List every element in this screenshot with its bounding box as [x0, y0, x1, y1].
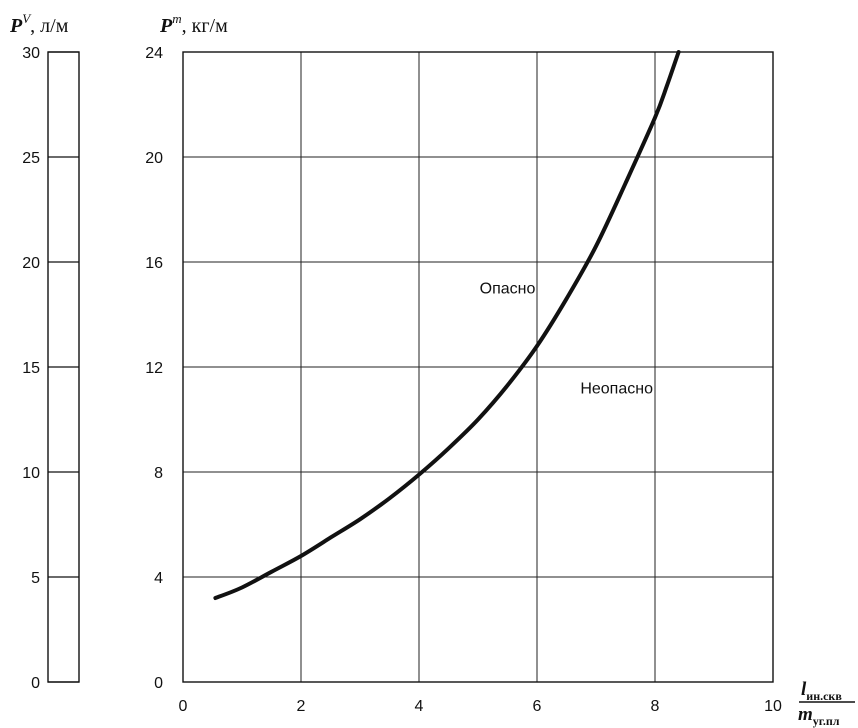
pv-tick-label: 0: [31, 675, 40, 692]
pv-scale: 0 5 10 15 20 25 30 PV, л/м: [9, 11, 80, 692]
x-tick-label: 6: [533, 698, 542, 715]
x-tick-label: 10: [764, 698, 782, 715]
y-tick-label: 24: [145, 45, 163, 62]
pv-label-unit: , л/м: [30, 15, 69, 37]
pv-tick-label: 25: [22, 150, 40, 167]
pv-tick-label: 15: [22, 360, 40, 377]
x-tick-label: 8: [651, 698, 660, 715]
annotation-group: Опасно Неопасно: [480, 281, 653, 398]
pv-tick-label: 10: [22, 465, 40, 482]
plot-frame: [182, 51, 774, 683]
grid-lines: [183, 52, 773, 682]
pv-tick-label: 20: [22, 255, 40, 272]
y-axis-label: Pm, кг/м: [159, 11, 228, 37]
x-tick-group: 0 2 4 6 8 10: [179, 698, 782, 715]
x-axis-label: lин.скв mуг.пл: [798, 679, 855, 728]
y-tick-group: 0 4 8 12 16 20 24: [145, 45, 163, 692]
x-tick-label: 0: [179, 698, 188, 715]
x-label-numerator: lин.скв: [801, 679, 842, 703]
pv-tick-group: 0 5 10 15 20 25 30: [22, 45, 79, 692]
y-tick-label: 12: [145, 360, 163, 377]
x-tick-label: 2: [297, 698, 306, 715]
annotation-label: Неопасно: [580, 380, 653, 397]
pv-tick-label: 30: [22, 45, 40, 62]
y-tick-label: 4: [154, 570, 163, 587]
pv-label-symbol: P: [9, 15, 23, 37]
y-label-sup: m: [172, 11, 181, 26]
pv-tick-label: 5: [31, 570, 40, 587]
x-label-denominator: mуг.пл: [798, 704, 840, 728]
y-tick-label: 20: [145, 150, 163, 167]
y-tick-label: 8: [154, 465, 163, 482]
y-tick-label: 16: [145, 255, 163, 272]
y-label-symbol: P: [159, 15, 173, 37]
pv-axis-label: PV, л/м: [9, 11, 69, 37]
y-label-unit: , кг/м: [182, 15, 228, 37]
annotation-label: Опасно: [480, 281, 536, 298]
y-tick-label: 0: [154, 675, 163, 692]
series-line: [213, 50, 681, 600]
x-tick-label: 4: [415, 698, 424, 715]
pv-label-sup: V: [22, 11, 32, 26]
